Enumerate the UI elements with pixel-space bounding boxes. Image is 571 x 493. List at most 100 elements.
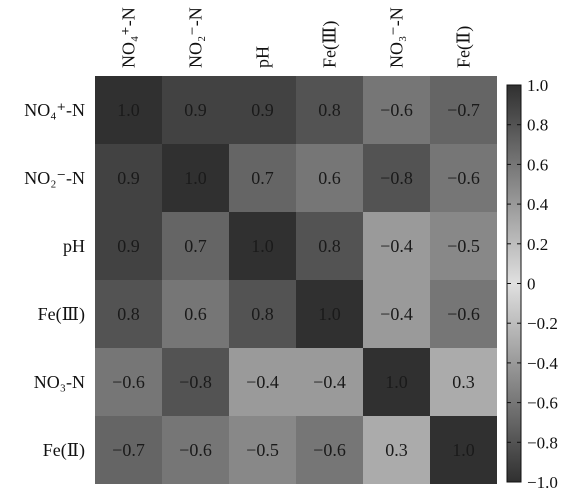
heatmap-cell [363,280,430,348]
heatmap-cell [229,76,296,144]
row-labels: NO₄⁺-N NO₂⁻-N pH Fe(Ⅲ) NO₃-N Fe(Ⅱ) [24,100,85,461]
heatmap-cell [162,416,229,484]
cell-value-label: −0.4 [380,236,413,256]
cell-value-label: 1.0 [385,372,408,392]
row-label: NO₂⁻-N [24,168,85,188]
cell-value-label: −0.7 [447,100,480,120]
heatmap-cell [95,76,162,144]
cell-value-label: −0.6 [112,372,145,392]
heatmap-cell [296,144,363,212]
heatmap-cell [95,212,162,280]
colorbar-tick-label: 0 [527,275,536,294]
heatmap-cell [162,348,229,416]
heatmap-cell [363,144,430,212]
heatmap-cell [296,416,363,484]
heatmap-cell [95,144,162,212]
cell-value-label: 0.9 [117,236,140,256]
heatmap-cell [229,144,296,212]
heatmap-cell [162,144,229,212]
heatmap-cell [296,280,363,348]
heatmap-cell [363,212,430,280]
cell-value-label: −0.6 [447,168,480,188]
row-label: NO₄⁺-N [24,100,85,120]
column-label: NO₃⁻-N [387,7,407,68]
cell-value-label: 0.9 [117,168,140,188]
heatmap-cell [229,348,296,416]
cell-value-label: −0.5 [447,236,480,256]
cell-value-label: 0.3 [385,440,408,460]
cell-value-label: −0.6 [313,440,346,460]
cell-value-label: 0.3 [452,372,475,392]
column-labels: NO₄⁺-N NO₂⁻-N pH Fe(Ⅲ) NO₃⁻-N Fe(Ⅱ) [119,7,475,68]
colorbar-tick-label: 0.8 [527,116,548,135]
cell-value-label: −0.7 [112,440,145,460]
cell-value-label: −0.8 [179,372,212,392]
cell-value-label: 0.8 [318,100,341,120]
cell-value-label: 0.7 [251,168,274,188]
heatmap-cell [162,212,229,280]
heatmap-cell [363,416,430,484]
heatmap-cell [95,348,162,416]
heatmap-cell [363,348,430,416]
heatmap-cell [430,348,497,416]
colorbar-tick-label: 0.2 [527,235,548,254]
heatmap-cell [229,212,296,280]
cell-value-label: 0.6 [318,168,341,188]
column-label: NO₄⁺-N [119,7,139,68]
cell-value-label: −0.4 [380,304,413,324]
cell-value-label: −0.6 [179,440,212,460]
heatmap-cell [430,144,497,212]
cell-value-label: −0.8 [380,168,413,188]
row-label: Fe(Ⅲ) [38,304,85,325]
heatmap-cell [162,280,229,348]
cell-value-label: 0.8 [117,304,140,324]
cell-value-label: −0.6 [380,100,413,120]
cell-value-label: 1.0 [184,168,207,188]
colorbar-tick-label: −0.4 [527,354,558,373]
column-label: NO₂⁻-N [186,7,206,68]
heatmap-cell [296,76,363,144]
cell-value-label: −0.5 [246,440,279,460]
heatmap-cell [296,348,363,416]
heatmap-cell [296,212,363,280]
heatmap-cell [363,76,430,144]
cell-value-label: 0.7 [184,236,207,256]
cell-value-label: 1.0 [318,304,341,324]
colorbar-tick-label: 1.0 [527,76,548,95]
heatmap-cell [430,280,497,348]
heatmap-cell [162,76,229,144]
cell-value-label: 1.0 [452,440,475,460]
colorbar: 1.0 0.8 0.6 0.4 0.2 0 −0.2 −0.4 −0.6 −0.8 −1.0 [506,76,558,492]
column-label: Fe(Ⅲ) [320,21,341,68]
cell-value-label: 0.9 [251,100,274,120]
colorbar-tick-label: −0.2 [527,314,558,333]
heatmap-cell [430,416,497,484]
colorbar-tick-label: 0.6 [527,155,548,174]
colorbar-tick-label: −0.8 [527,433,558,452]
colorbar-tick-label: −0.6 [527,394,558,413]
heatmap-cell [229,280,296,348]
cell-value-label: 1.0 [117,100,140,120]
row-label: NO₃-N [34,372,85,392]
column-label: Fe(Ⅱ) [454,26,475,68]
cell-value-label: 0.9 [184,100,207,120]
row-label: pH [63,236,85,256]
colorbar-tick-label: −1.0 [527,473,558,492]
heatmap-cell [95,280,162,348]
cell-value-label: 0.8 [251,304,274,324]
cell-value-label: 1.0 [251,236,274,256]
heatmap-cell [430,76,497,144]
heatmap-cell [430,212,497,280]
cell-value-label: −0.4 [313,372,346,392]
cell-value-label: 0.6 [184,304,207,324]
cell-value-label: 0.8 [318,236,341,256]
colorbar-tick-label: 0.4 [527,195,549,214]
heatmap-cells: 1.0 0.9 0.9 0.8 −0.6 −0.7 0.9 1.0 0.7 0.6 −0.8 −0.6… [95,76,497,484]
row-label: Fe(Ⅱ) [43,440,85,461]
heatmap-cell [229,416,296,484]
cell-value-label: −0.6 [447,304,480,324]
column-label: pH [253,46,273,68]
heatmap-cell [95,416,162,484]
cell-value-label: −0.4 [246,372,279,392]
